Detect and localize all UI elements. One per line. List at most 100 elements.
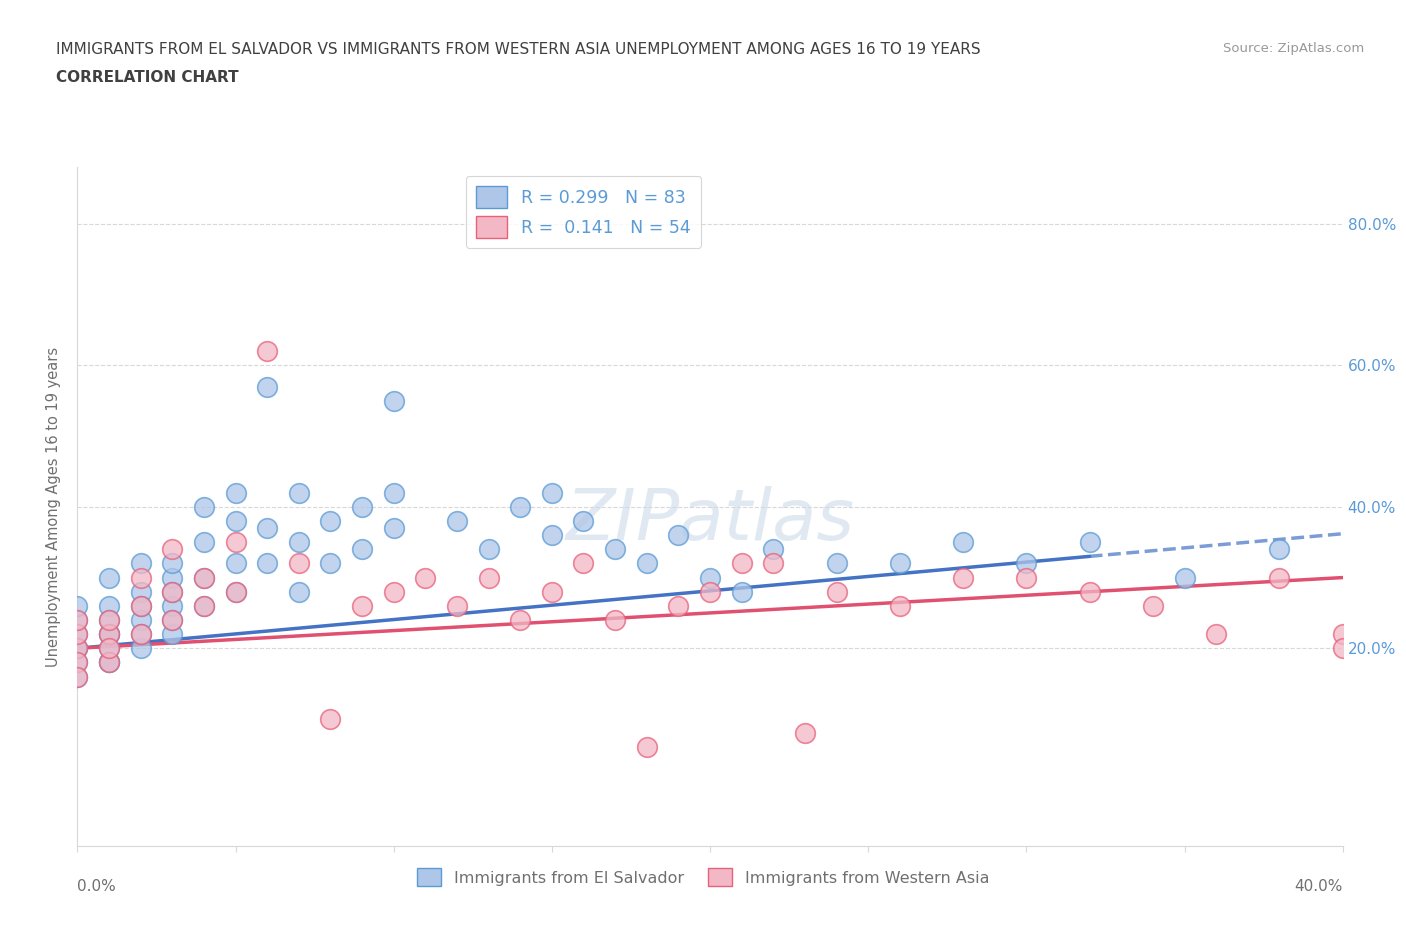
- Point: [66, 641, 89, 656]
- Point: [446, 513, 468, 528]
- Point: [1015, 570, 1038, 585]
- Point: [66, 627, 89, 642]
- Point: [1174, 570, 1197, 585]
- Point: [66, 655, 89, 670]
- Point: [256, 521, 278, 536]
- Point: [382, 485, 405, 500]
- Point: [319, 513, 342, 528]
- Point: [605, 542, 627, 557]
- Point: [129, 627, 152, 642]
- Point: [98, 655, 120, 670]
- Point: [288, 584, 311, 599]
- Point: [162, 627, 183, 642]
- Point: [319, 711, 342, 726]
- Point: [162, 613, 183, 628]
- Point: [66, 598, 89, 613]
- Point: [288, 485, 311, 500]
- Point: [731, 584, 754, 599]
- Point: [478, 542, 501, 557]
- Point: [193, 499, 215, 514]
- Text: Source: ZipAtlas.com: Source: ZipAtlas.com: [1223, 42, 1364, 55]
- Point: [382, 393, 405, 408]
- Point: [193, 570, 215, 585]
- Point: [193, 598, 215, 613]
- Point: [225, 485, 247, 500]
- Point: [98, 627, 120, 642]
- Point: [446, 598, 468, 613]
- Point: [794, 725, 817, 740]
- Point: [1331, 641, 1354, 656]
- Point: [541, 527, 564, 542]
- Point: [1331, 627, 1354, 642]
- Point: [1268, 542, 1291, 557]
- Point: [98, 641, 120, 656]
- Point: [225, 584, 247, 599]
- Point: [129, 598, 152, 613]
- Point: [572, 513, 595, 528]
- Point: [129, 584, 152, 599]
- Point: [225, 535, 247, 550]
- Point: [129, 613, 152, 628]
- Point: [256, 344, 278, 359]
- Text: CORRELATION CHART: CORRELATION CHART: [56, 70, 239, 85]
- Point: [193, 598, 215, 613]
- Point: [162, 598, 183, 613]
- Point: [382, 521, 405, 536]
- Point: [952, 535, 974, 550]
- Point: [352, 499, 374, 514]
- Point: [1015, 556, 1038, 571]
- Point: [66, 613, 89, 628]
- Point: [98, 641, 120, 656]
- Point: [98, 655, 120, 670]
- Point: [256, 556, 278, 571]
- Legend: Immigrants from El Salvador, Immigrants from Western Asia: Immigrants from El Salvador, Immigrants …: [411, 862, 995, 892]
- Point: [162, 556, 183, 571]
- Point: [352, 542, 374, 557]
- Point: [98, 570, 120, 585]
- Point: [162, 570, 183, 585]
- Text: 40.0%: 40.0%: [1295, 879, 1343, 894]
- Point: [98, 627, 120, 642]
- Point: [699, 570, 721, 585]
- Point: [66, 627, 89, 642]
- Point: [162, 542, 183, 557]
- Point: [319, 556, 342, 571]
- Point: [415, 570, 437, 585]
- Text: 0.0%: 0.0%: [77, 879, 117, 894]
- Point: [605, 613, 627, 628]
- Text: ZIPatlas: ZIPatlas: [565, 486, 855, 555]
- Point: [668, 598, 690, 613]
- Point: [66, 613, 89, 628]
- Point: [1142, 598, 1164, 613]
- Point: [699, 584, 721, 599]
- Point: [889, 556, 911, 571]
- Legend: R = 0.299   N = 83, R =  0.141   N = 54: R = 0.299 N = 83, R = 0.141 N = 54: [465, 176, 702, 248]
- Point: [889, 598, 911, 613]
- Point: [952, 570, 974, 585]
- Point: [352, 598, 374, 613]
- Point: [288, 556, 311, 571]
- Point: [825, 556, 848, 571]
- Point: [509, 613, 531, 628]
- Point: [509, 499, 531, 514]
- Point: [1268, 570, 1291, 585]
- Point: [1078, 535, 1101, 550]
- Point: [66, 641, 89, 656]
- Point: [129, 556, 152, 571]
- Point: [225, 513, 247, 528]
- Point: [98, 598, 120, 613]
- Point: [98, 613, 120, 628]
- Text: IMMIGRANTS FROM EL SALVADOR VS IMMIGRANTS FROM WESTERN ASIA UNEMPLOYMENT AMONG A: IMMIGRANTS FROM EL SALVADOR VS IMMIGRANT…: [56, 42, 981, 57]
- Point: [572, 556, 595, 571]
- Point: [825, 584, 848, 599]
- Point: [98, 613, 120, 628]
- Point: [66, 670, 89, 684]
- Point: [636, 740, 658, 755]
- Point: [762, 542, 785, 557]
- Point: [288, 535, 311, 550]
- Point: [256, 379, 278, 394]
- Point: [66, 670, 89, 684]
- Point: [762, 556, 785, 571]
- Point: [636, 556, 658, 571]
- Point: [129, 598, 152, 613]
